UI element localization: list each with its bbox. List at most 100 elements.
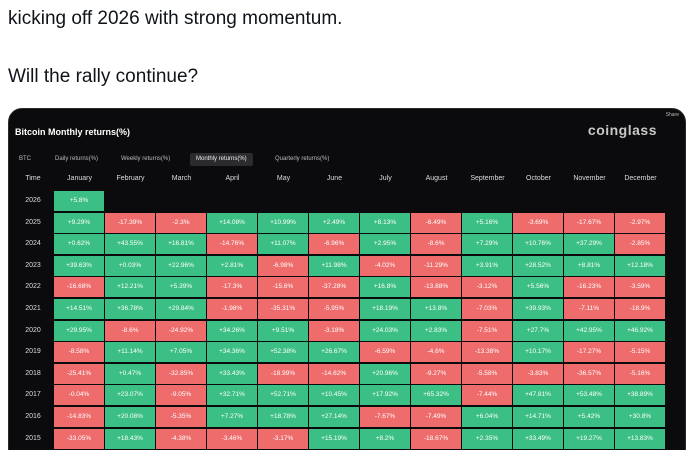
return-cell: -9.05% bbox=[156, 385, 206, 406]
return-cell: +33.49% bbox=[513, 428, 563, 449]
return-cell: -5.58% bbox=[462, 363, 512, 384]
return-cell: +29.84% bbox=[156, 299, 206, 319]
column-header: March bbox=[171, 175, 192, 182]
return-cell: -7.67% bbox=[360, 407, 410, 427]
return-cell: +0.03% bbox=[105, 255, 155, 276]
return-cell: -13.38% bbox=[462, 342, 512, 363]
return-cell: -5.16% bbox=[615, 363, 665, 384]
return-cell: -17.39% bbox=[105, 212, 155, 233]
return-cell: +16.8% bbox=[360, 277, 410, 298]
return-cell: +42.95% bbox=[564, 320, 614, 341]
return-cell: +34.26% bbox=[207, 320, 257, 341]
return-cell: -6.98% bbox=[258, 255, 308, 276]
return-cell: -37.28% bbox=[309, 277, 359, 298]
return-cell: -6.59% bbox=[360, 342, 410, 363]
return-cell: +5.56% bbox=[513, 277, 563, 298]
row-year: 2017 bbox=[25, 391, 41, 399]
return-cell: +47.81% bbox=[513, 385, 563, 406]
return-cell: -6.49% bbox=[411, 212, 461, 233]
return-cell: +3.91% bbox=[462, 255, 512, 276]
return-cell: +52.71% bbox=[258, 385, 308, 406]
return-cell: +18.43% bbox=[105, 428, 155, 449]
return-cell: +5.39% bbox=[156, 277, 206, 298]
return-cell: +32.71% bbox=[207, 385, 257, 406]
return-cell: -18.67% bbox=[411, 428, 461, 449]
return-cell: -2.97% bbox=[615, 212, 665, 233]
return-cell: -7.44% bbox=[462, 385, 512, 406]
return-cell: +12.18% bbox=[615, 255, 665, 276]
return-cell: +11.98% bbox=[309, 255, 359, 276]
return-cell: +43.55% bbox=[105, 234, 155, 255]
return-cell: +27.14% bbox=[309, 407, 359, 427]
tab[interactable]: Monthly returns(%) bbox=[190, 153, 253, 166]
column-header: November bbox=[573, 175, 606, 182]
return-cell: +5.42% bbox=[564, 407, 614, 427]
share-label[interactable]: Share bbox=[665, 112, 679, 118]
return-cell: -14.62% bbox=[309, 363, 359, 384]
return-cell: -8.58% bbox=[54, 342, 104, 363]
return-cell: -1.98% bbox=[207, 299, 257, 319]
return-cell: -3.18% bbox=[309, 320, 359, 341]
return-cell: -5.95% bbox=[309, 299, 359, 319]
brand: coinglass bbox=[587, 122, 657, 138]
row-year: 2023 bbox=[25, 261, 41, 269]
row-year: 2015 bbox=[25, 434, 41, 442]
return-cell: -35.31% bbox=[258, 299, 308, 319]
return-cell: +37.29% bbox=[564, 234, 614, 255]
return-cell: +33.43% bbox=[207, 363, 257, 384]
row-year: 2020 bbox=[25, 326, 41, 334]
return-cell: +14.71% bbox=[513, 407, 563, 427]
return-cell: +53.48% bbox=[564, 385, 614, 406]
return-cell: +23.07% bbox=[105, 385, 155, 406]
return-cell: +65.32% bbox=[411, 385, 461, 406]
column-header: Time bbox=[25, 175, 41, 182]
return-cell: +20.08% bbox=[105, 407, 155, 427]
return-cell: +0.62% bbox=[54, 234, 104, 255]
return-cell: -3.46% bbox=[207, 428, 257, 449]
return-cell: -25.41% bbox=[54, 363, 104, 384]
tab[interactable]: Weekly returns(%) bbox=[121, 156, 171, 162]
column-header: September bbox=[470, 175, 505, 182]
image-card[interactable]: Share Bitcoin Monthly returns(%) coingla… bbox=[8, 108, 686, 450]
return-cell: -3.69% bbox=[513, 212, 563, 233]
row-year: 2025 bbox=[25, 218, 41, 226]
return-cell: -9.27% bbox=[411, 363, 461, 384]
return-cell: -5.15% bbox=[615, 342, 665, 363]
return-cell: +20.96% bbox=[360, 363, 410, 384]
asset-selector[interactable]: BTC bbox=[19, 156, 31, 162]
return-cell: -3.83% bbox=[513, 363, 563, 384]
return-cell: +9.29% bbox=[54, 212, 104, 233]
row-year: 2024 bbox=[25, 240, 41, 248]
column-header: February bbox=[116, 175, 145, 182]
return-cell: -11.29% bbox=[411, 255, 461, 276]
tab[interactable]: Daily returns(%) bbox=[55, 156, 99, 162]
return-cell: +11.07% bbox=[258, 234, 308, 255]
return-cell: +14.51% bbox=[54, 299, 104, 319]
return-cell: -36.57% bbox=[564, 363, 614, 384]
return-cell: -17.67% bbox=[564, 212, 614, 233]
column-header: August bbox=[425, 175, 448, 182]
return-cell: +27.7% bbox=[513, 320, 563, 341]
return-cell: +8.13% bbox=[360, 212, 410, 233]
return-cell: -7.03% bbox=[462, 299, 512, 319]
return-cell: -7.51% bbox=[462, 320, 512, 341]
return-cell: -4.6% bbox=[411, 342, 461, 363]
return-cell: -5.35% bbox=[156, 407, 206, 427]
return-cell: +15.19% bbox=[309, 428, 359, 449]
return-cell: +13.83% bbox=[615, 428, 665, 449]
tweet-text: Will the rally continue? bbox=[8, 66, 199, 87]
return-cell: +46.92% bbox=[615, 320, 665, 341]
return-cell: -3.12% bbox=[462, 277, 512, 298]
return-cell: -13.88% bbox=[411, 277, 461, 298]
return-cell: -14.76% bbox=[207, 234, 257, 255]
return-cell: +2.95% bbox=[360, 234, 410, 255]
return-cell: -3.17% bbox=[258, 428, 308, 449]
return-cell: +29.95% bbox=[54, 320, 104, 341]
tab[interactable]: Quarterly returns(%) bbox=[275, 156, 330, 162]
row-year: 2022 bbox=[25, 283, 41, 291]
return-cell: +39.93% bbox=[513, 299, 563, 319]
return-cell: +28.52% bbox=[513, 255, 563, 276]
return-cell: +10.99% bbox=[258, 212, 308, 233]
return-cell: -7.11% bbox=[564, 299, 614, 319]
tweet-text: kicking off 2026 with strong momentum. bbox=[8, 8, 343, 29]
